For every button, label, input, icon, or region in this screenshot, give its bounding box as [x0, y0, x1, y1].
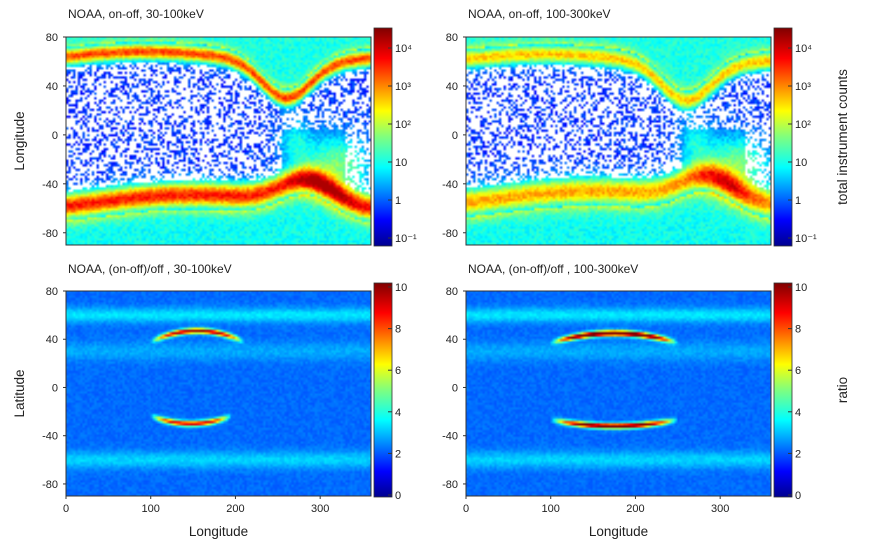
colorbar-tick-label: 10³	[795, 81, 811, 93]
heatmap-image	[466, 37, 771, 245]
y-tick-label: 80	[446, 286, 458, 298]
colorbar-tick-label: 4	[395, 407, 401, 419]
y-tick-label: 80	[446, 32, 458, 44]
colorbar	[773, 282, 793, 498]
y-tick-label: -40	[442, 431, 458, 443]
plot-frame	[465, 290, 772, 497]
y-tick-label: -80	[42, 479, 58, 491]
colorbar-tick-label: 0	[795, 490, 801, 502]
colorbar-tick-label: 1	[795, 195, 801, 207]
plot-frame	[65, 290, 372, 497]
colorbar-tick-label: 8	[395, 324, 401, 336]
y-axis-label: Longitude	[12, 111, 27, 170]
x-tick-label: 300	[711, 503, 729, 515]
y-tick-label: -80	[42, 228, 58, 240]
colorbar-tick-label: 1	[395, 195, 401, 207]
colorbar	[373, 282, 393, 498]
colorbar-tick-label: 10	[795, 157, 807, 169]
x-tick-label: 200	[226, 503, 244, 515]
y-tick-label: 0	[52, 382, 58, 394]
colorbar-tick-label: 0	[395, 490, 401, 502]
colorbar-tick-label: 8	[795, 324, 801, 336]
heatmap-image	[66, 291, 371, 496]
colorbar-tick-label: 10³	[395, 81, 411, 93]
y-tick-label: -80	[442, 479, 458, 491]
y-tick-label: 0	[52, 130, 58, 142]
y-tick-label: -40	[42, 431, 58, 443]
y-tick-label: -40	[442, 179, 458, 191]
panel-title: NOAA, (on-off)/off , 30-100keV	[68, 262, 232, 276]
y-tick-label: -80	[442, 228, 458, 240]
colorbar	[773, 27, 793, 247]
plot-frame	[465, 36, 772, 246]
colorbar-tick-label: 10⁻¹	[795, 233, 817, 245]
y-tick-label: -40	[42, 179, 58, 191]
colorbar-tick-label: 10⁻¹	[395, 233, 417, 245]
colorbar-tick-label: 6	[795, 365, 801, 377]
x-axis-label: Longitude	[189, 524, 248, 539]
heatmap-image	[66, 37, 371, 245]
panel-title: NOAA, (on-off)/off , 100-300keV	[468, 262, 638, 276]
y-tick-label: 0	[452, 130, 458, 142]
colorbar-tick-label: 10²	[395, 119, 411, 131]
y-tick-label: 40	[46, 81, 58, 93]
colorbar-tick-label: 10⁴	[395, 43, 412, 55]
y-tick-label: 40	[446, 81, 458, 93]
plot-frame	[65, 36, 372, 246]
x-tick-label: 0	[63, 503, 69, 515]
x-tick-label: 0	[463, 503, 469, 515]
y-tick-label: 80	[46, 286, 58, 298]
panel-title: NOAA, on-off, 100-300keV	[468, 7, 611, 21]
colorbar-tick-label: 10	[395, 157, 407, 169]
x-tick-label: 100	[542, 503, 560, 515]
panel-1: NOAA, on-off, 30-100keV 80 40 0 -40 -80 Longit…	[12, 7, 417, 247]
y-tick-label: 0	[452, 382, 458, 394]
y-tick-label: 80	[46, 32, 58, 44]
colorbar-tick-label: 6	[395, 365, 401, 377]
x-tick-label: 300	[311, 503, 329, 515]
x-axis-label: Longitude	[589, 524, 648, 539]
colorbar-tick-label: 4	[795, 407, 801, 419]
y-tick-label: 40	[46, 334, 58, 346]
colorbar-label: ratio	[835, 377, 850, 403]
colorbar	[373, 27, 393, 247]
y-axis-label: Latitude	[12, 369, 27, 417]
panel-2: NOAA, on-off, 100-300keV 80 40 0 -40 -80 10⁴ 10…	[442, 7, 850, 247]
colorbar-tick-label: 10⁴	[795, 43, 812, 55]
panel-4: NOAA, (on-off)/off , 100-300keV80400-40-…	[442, 262, 850, 539]
x-tick-label: 100	[142, 503, 160, 515]
y-tick-label: 40	[446, 334, 458, 346]
heatmap-image	[466, 291, 771, 496]
colorbar-tick-label: 10	[795, 282, 807, 294]
x-tick-label: 200	[626, 503, 644, 515]
colorbar-tick-label: 10	[395, 282, 407, 294]
colorbar-label: total instrument counts	[835, 69, 850, 205]
panel-3: NOAA, (on-off)/off , 30-100keV80400-40-8…	[12, 262, 407, 539]
panel-title: NOAA, on-off, 30-100keV	[68, 7, 204, 21]
colorbar-tick-label: 2	[395, 448, 401, 460]
colorbar-tick-label: 2	[795, 448, 801, 460]
colorbar-tick-label: 10²	[795, 119, 811, 131]
